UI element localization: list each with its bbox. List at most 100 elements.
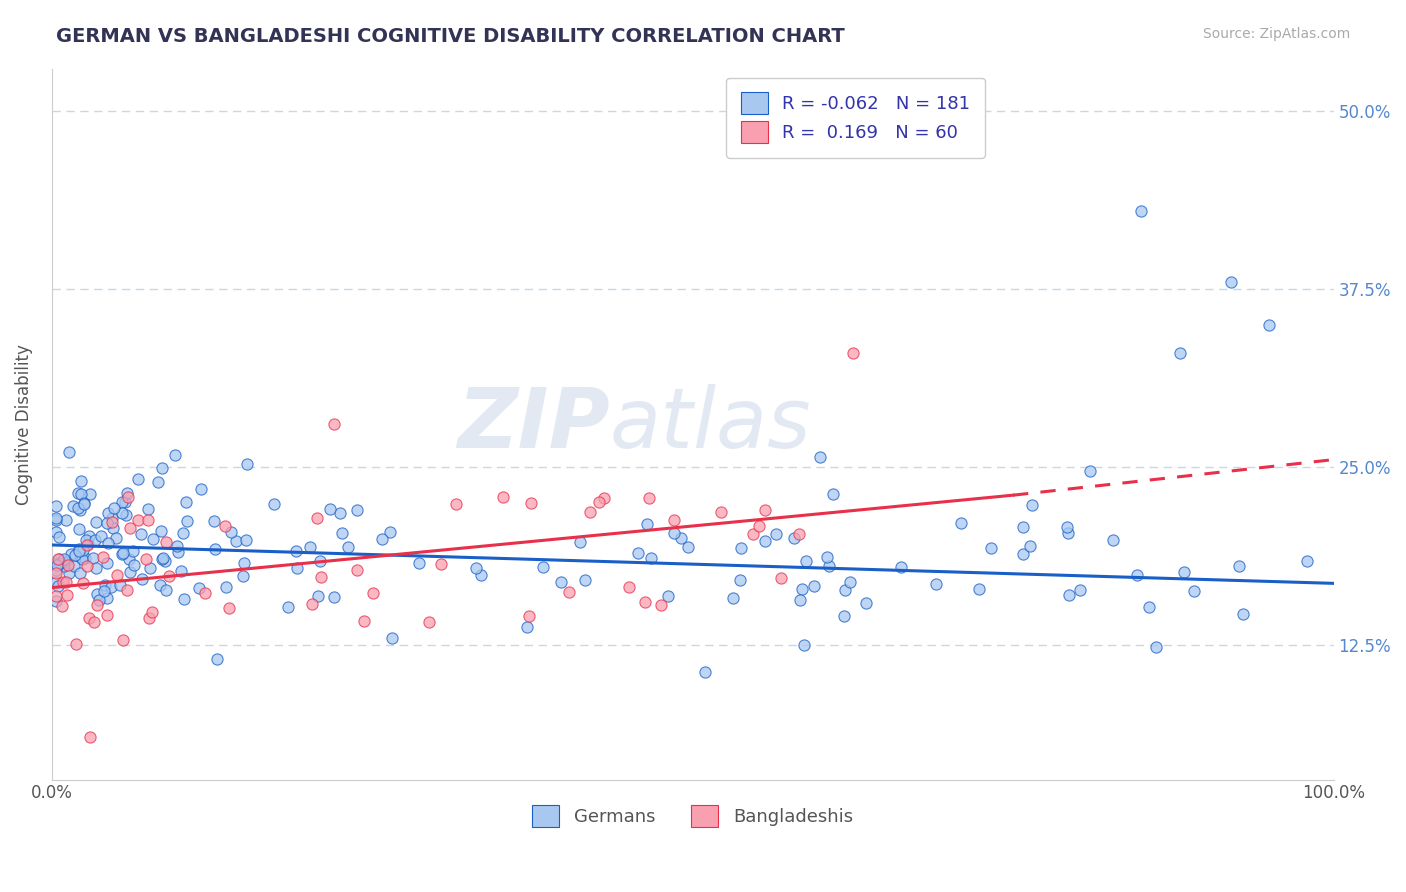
Point <box>172 525 194 540</box>
Point <box>1021 498 1043 512</box>
Point <box>754 502 776 516</box>
Point <box>152 550 174 565</box>
Point <box>225 533 247 548</box>
Point <box>63 548 86 562</box>
Point <box>1102 533 1125 547</box>
Point <box>83 615 105 629</box>
Point <box>72 543 94 558</box>
Point <box>769 571 792 585</box>
Point <box>121 544 143 558</box>
Point <box>56 588 79 602</box>
Point <box>346 563 368 577</box>
Point <box>418 615 440 630</box>
Point <box>112 546 135 560</box>
Point <box>531 560 554 574</box>
Point <box>73 495 96 509</box>
Point <box>636 516 658 531</box>
Point <box>748 519 770 533</box>
Point <box>307 590 329 604</box>
Point <box>97 506 120 520</box>
Point <box>46 579 69 593</box>
Point <box>55 513 77 527</box>
Point <box>48 557 70 571</box>
Point <box>190 482 212 496</box>
Point <box>842 346 865 360</box>
Point <box>150 461 173 475</box>
Point <box>101 511 124 525</box>
Point <box>45 566 67 580</box>
Point <box>120 521 142 535</box>
Point <box>110 578 132 592</box>
Point <box>640 551 662 566</box>
Point <box>1011 547 1033 561</box>
Point <box>815 549 838 564</box>
Point <box>794 554 817 568</box>
Point <box>103 500 125 515</box>
Point <box>823 487 845 501</box>
Point <box>142 532 165 546</box>
Point <box>465 561 488 575</box>
Point <box>45 513 67 527</box>
Point <box>346 503 368 517</box>
Text: atlas: atlas <box>609 384 811 465</box>
Y-axis label: Cognitive Disability: Cognitive Disability <box>15 343 32 505</box>
Point <box>834 608 856 623</box>
Point <box>284 543 307 558</box>
Point <box>1232 607 1254 622</box>
Point <box>75 550 97 565</box>
Point <box>671 531 693 545</box>
Point <box>45 575 67 590</box>
Point <box>574 573 596 587</box>
Point <box>56 558 79 572</box>
Point <box>765 526 787 541</box>
Point <box>51 599 73 613</box>
Point <box>1130 203 1153 218</box>
Point <box>789 527 811 541</box>
Point <box>69 566 91 581</box>
Point <box>117 490 139 504</box>
Point <box>592 491 614 506</box>
Legend: Germans, Bangladeshis: Germans, Bangladeshis <box>524 798 860 835</box>
Point <box>49 556 72 570</box>
Point <box>330 525 353 540</box>
Point <box>86 598 108 612</box>
Point <box>139 560 162 574</box>
Point <box>129 527 152 541</box>
Point <box>371 532 394 546</box>
Point <box>381 631 404 645</box>
Point <box>67 501 90 516</box>
Point <box>105 568 128 582</box>
Point <box>492 490 515 504</box>
Point <box>131 572 153 586</box>
Point <box>925 577 948 591</box>
Point <box>58 566 80 580</box>
Point <box>204 541 226 556</box>
Text: Source: ZipAtlas.com: Source: ZipAtlas.com <box>1202 27 1350 41</box>
Point <box>104 531 127 545</box>
Point <box>67 522 90 536</box>
Point <box>165 448 187 462</box>
Point <box>650 598 672 612</box>
Point <box>789 593 811 607</box>
Point <box>783 531 806 545</box>
Point <box>118 566 141 580</box>
Point <box>100 580 122 594</box>
Point <box>1056 520 1078 534</box>
Point <box>617 581 640 595</box>
Point <box>834 582 856 597</box>
Point <box>579 505 602 519</box>
Point <box>77 611 100 625</box>
Point <box>48 530 70 544</box>
Point <box>319 501 342 516</box>
Point <box>117 486 139 500</box>
Point <box>174 495 197 509</box>
Point <box>155 582 177 597</box>
Point <box>728 573 751 587</box>
Point <box>135 552 157 566</box>
Point <box>657 589 679 603</box>
Point <box>855 595 877 609</box>
Point <box>1011 520 1033 534</box>
Point <box>112 632 135 647</box>
Point <box>214 518 236 533</box>
Point <box>84 533 107 547</box>
